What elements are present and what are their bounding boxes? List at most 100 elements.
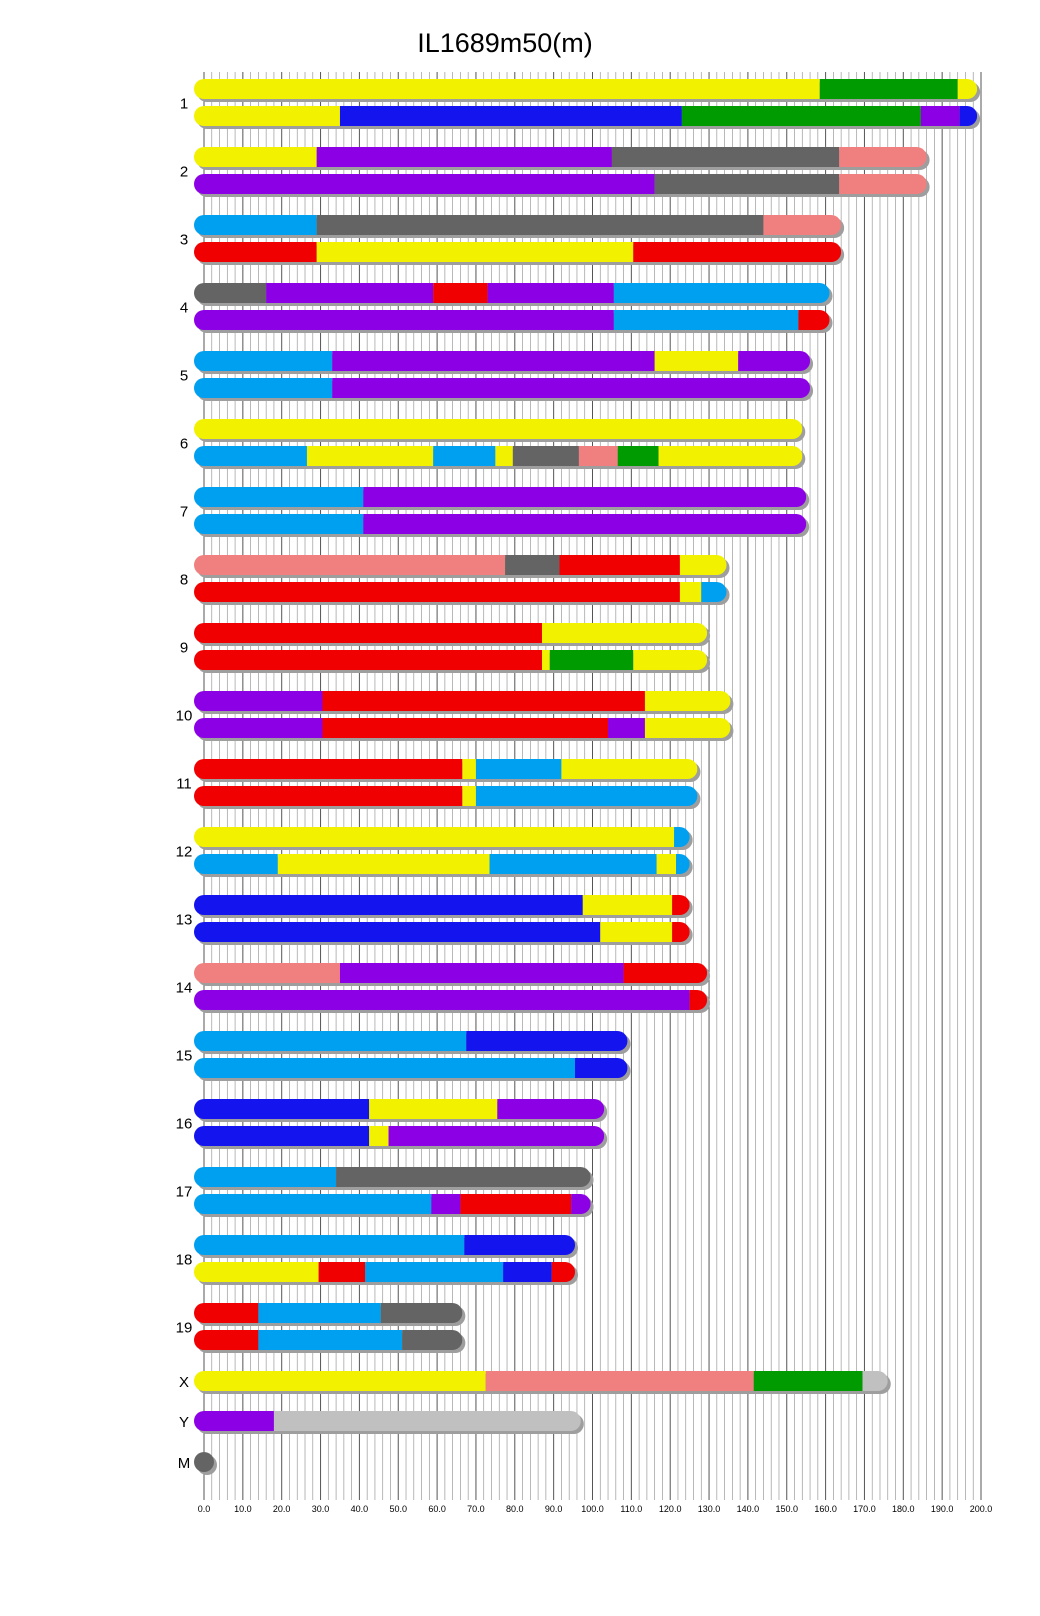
haplotype-segment [497,1099,605,1119]
haplotype-segment [600,922,673,942]
x-tick-label: 150.0 [775,1504,798,1514]
haplotype-segment [194,786,463,806]
haplotype-segment [194,1126,370,1146]
haplotype-segment [738,351,811,371]
haplotype-segment [763,215,842,235]
haplotype-segment [369,1099,498,1119]
haplotype-segment [541,623,708,643]
haplotype-segment [194,895,583,915]
x-tick-label: 30.0 [312,1504,330,1514]
haplotype-segment [194,283,267,303]
haplotype-segment [194,147,317,167]
haplotype-segment [318,1262,366,1282]
x-tick-label: 160.0 [814,1504,837,1514]
haplotype-segment [194,419,803,439]
chromosome-label: 5 [180,368,188,385]
haplotype-segment [559,555,680,575]
chromosome-label: 9 [180,640,188,657]
haplotype-segment [194,1058,576,1078]
x-tick-label: 60.0 [428,1504,446,1514]
haplotype-segment [194,79,820,99]
haplotype-segment [658,446,803,466]
haplotype-segment [194,174,655,194]
haplotype-segment [551,1262,576,1282]
haplotype-segment [258,1303,381,1323]
haplotype-segment [194,922,601,942]
x-tick-label: 120.0 [659,1504,682,1514]
haplotype-segment [644,718,731,738]
x-tick-label: 170.0 [853,1504,876,1514]
haplotype-segment [316,215,764,235]
haplotype-segment [194,1235,465,1255]
haplotype-segment [549,650,634,670]
haplotype-segment [462,786,476,806]
chromosome-label: 11 [176,776,192,793]
chromosome-label: 3 [180,232,188,249]
haplotype-segment [679,555,727,575]
haplotype-segment [380,1303,463,1323]
x-tick-label: 200.0 [970,1504,993,1514]
x-tick-label: 70.0 [467,1504,485,1514]
haplotype-segment [512,446,579,466]
haplotype-segment [571,1194,591,1214]
chromosome-label: Y [179,1414,189,1431]
haplotype-segment [839,174,927,194]
haplotype-segment [194,378,333,398]
haplotype-segment [363,487,807,507]
haplotype-segment [194,1167,337,1187]
haplotype-segment [266,283,434,303]
haplotype-segment [819,79,958,99]
x-tick-label: 190.0 [931,1504,954,1514]
haplotype-segment [194,514,364,534]
chromosome-label: 6 [180,436,188,453]
haplotype-segment [194,215,317,235]
haplotype-segment [495,446,513,466]
haplotype-segment [316,147,612,167]
haplotype-segment [487,283,614,303]
haplotype-segment [402,1330,463,1350]
haplotype-segment [194,555,506,575]
haplotype-segment [633,242,842,262]
haplotype-segment [322,718,609,738]
haplotype-segment [644,691,731,711]
haplotype-segment [194,1452,214,1472]
haplotype-segment [475,786,698,806]
haplotype-segment [466,1031,628,1051]
haplotype-segment [561,759,698,779]
haplotype-segment [369,1126,389,1146]
haplotype-segment [541,650,550,670]
haplotype-segment [194,963,340,983]
chromosome-label: 18 [176,1252,193,1269]
haplotype-segment [194,759,463,779]
haplotype-segment [339,106,682,126]
haplotype-segment [701,582,727,602]
haplotype-segment [679,582,702,602]
chromosome-label: M [178,1455,191,1472]
haplotype-segment [194,310,614,330]
chromosome-label: 15 [176,1048,193,1065]
chromosome-label: 12 [176,844,193,861]
haplotype-segment [194,827,675,847]
x-tick-label: 10.0 [234,1504,252,1514]
haplotype-segment [194,1303,259,1323]
haplotype-segment [194,1031,467,1051]
x-tick-label: 110.0 [620,1504,642,1514]
haplotype-segment [194,1371,486,1391]
haplotype-segment [920,106,960,126]
chromosome-label: 2 [180,164,188,181]
haplotype-segment [505,555,560,575]
haplotype-segment [339,963,624,983]
chromosome-label: 7 [180,504,188,521]
haplotype-segment [194,487,364,507]
haplotype-segment [258,1330,403,1350]
haplotype-segment [194,1262,319,1282]
haplotype-segment [575,1058,628,1078]
haplotype-segment [672,895,690,915]
haplotype-segment [194,650,542,670]
haplotype-segment [578,446,618,466]
haplotype-segment [654,351,739,371]
chromosome-label: 19 [176,1320,193,1337]
haplotype-segment [306,446,434,466]
haplotype-segment [672,922,690,942]
